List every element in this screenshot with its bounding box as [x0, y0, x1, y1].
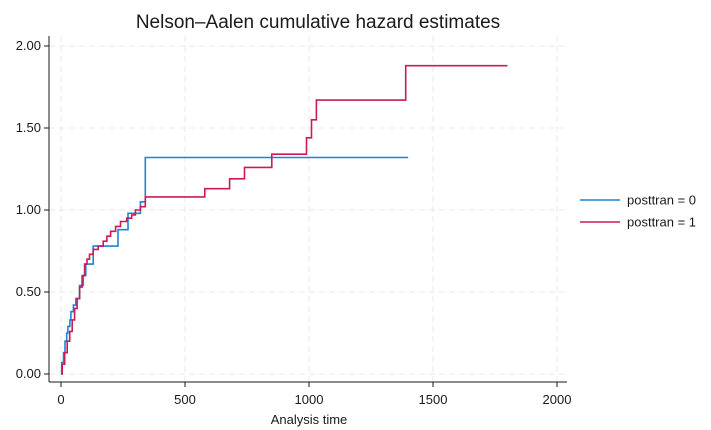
y-tick-label: 0.50	[16, 284, 41, 299]
series-line-0	[60, 156, 409, 375]
x-tick-label: 1000	[295, 392, 324, 407]
x-tick-label: 0	[57, 392, 64, 407]
y-tick-label: 0.00	[16, 366, 41, 381]
x-axis-label: Analysis time	[271, 412, 348, 427]
series-line-1	[61, 64, 508, 375]
grid	[49, 36, 567, 382]
y-tick-label: 2.00	[16, 38, 41, 53]
y-tick-label: 1.50	[16, 120, 41, 135]
legend: posttran = 0 posttran = 1	[580, 193, 696, 230]
x-tick-label: 500	[174, 392, 196, 407]
y-tick-label: 1.00	[16, 202, 41, 217]
legend-label-1: posttran = 1	[627, 215, 696, 230]
chart-title: Nelson–Aalen cumulative hazard estimates	[136, 12, 500, 33]
legend-label-0: posttran = 0	[627, 193, 696, 208]
x-tick-label: 1500	[419, 392, 448, 407]
x-tick-label: 2000	[543, 392, 572, 407]
series-layer	[60, 64, 508, 375]
axes: 0.00 0.50 1.00 1.50 2.00 0 500 1000 1500 2000	[16, 36, 572, 407]
